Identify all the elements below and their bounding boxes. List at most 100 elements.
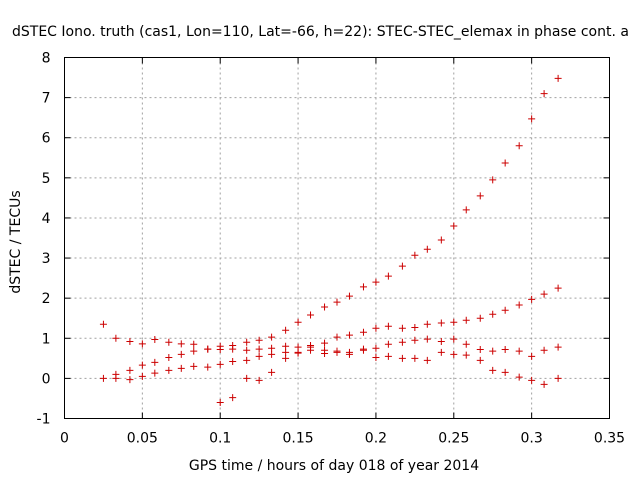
data-point	[112, 374, 120, 382]
y-tick-label: 6	[42, 131, 51, 147]
data-point	[282, 354, 290, 362]
data-point	[423, 335, 431, 343]
data-point	[554, 374, 562, 382]
data-point	[138, 372, 146, 380]
data-point	[294, 318, 302, 326]
data-point	[540, 380, 548, 388]
x-tick-label: 0.25	[438, 431, 469, 447]
data-point	[321, 346, 329, 354]
data-point	[345, 331, 353, 339]
data-point	[190, 362, 198, 370]
tick-label-layer: 0 0.05 0.1 0.15 0.2 0.25 0.3 0.35 -1 0 1 2 3 4 5 6 7 8	[37, 51, 626, 447]
data-point	[294, 349, 302, 357]
data-point	[476, 346, 484, 354]
data-point	[384, 352, 392, 360]
data-point	[307, 343, 315, 351]
data-point	[268, 368, 276, 376]
data-point	[372, 354, 380, 362]
data-point	[359, 283, 367, 291]
data-point	[151, 358, 159, 366]
data-point	[501, 159, 509, 167]
data-point	[398, 324, 406, 332]
data-point	[398, 338, 406, 346]
data-point	[450, 318, 458, 326]
data-point	[437, 319, 445, 327]
data-point	[384, 340, 392, 348]
data-point	[476, 314, 484, 322]
data-point	[437, 348, 445, 356]
x-axis-label: GPS time / hours of day 018 of year 2014	[189, 458, 479, 474]
data-point	[515, 301, 523, 309]
data-point	[229, 394, 237, 402]
data-point	[307, 311, 315, 319]
data-point	[243, 374, 251, 382]
data-point	[112, 334, 120, 342]
y-tick-label: 0	[42, 371, 51, 387]
data-point	[190, 340, 198, 348]
data-point	[126, 366, 134, 374]
data-point	[423, 245, 431, 253]
data-point	[282, 342, 290, 350]
data-point	[384, 322, 392, 330]
data-point	[411, 323, 419, 331]
data-point	[528, 295, 536, 303]
data-point	[476, 356, 484, 364]
y-tick-label: 3	[42, 251, 51, 267]
data-point	[99, 374, 107, 382]
data-point	[411, 251, 419, 259]
data-point	[229, 345, 237, 353]
data-point	[398, 262, 406, 270]
data-point	[255, 352, 263, 360]
data-point	[345, 292, 353, 300]
data-point	[138, 340, 146, 348]
data-point	[423, 356, 431, 364]
data-point	[321, 303, 329, 311]
data-point	[489, 347, 497, 355]
data-point	[450, 222, 458, 230]
data-point	[333, 347, 341, 355]
data-point	[528, 115, 536, 123]
data-point	[489, 310, 497, 318]
data-point	[462, 340, 470, 348]
data-point	[515, 347, 523, 355]
y-tick-label: 5	[42, 171, 51, 187]
data-point	[190, 347, 198, 355]
data-point	[359, 328, 367, 336]
data-point	[462, 206, 470, 214]
points-layer	[99, 74, 562, 406]
data-point	[282, 326, 290, 334]
data-point	[384, 272, 392, 280]
data-point	[501, 346, 509, 354]
data-point	[151, 335, 159, 343]
data-point	[372, 278, 380, 286]
data-point	[177, 350, 185, 358]
x-tick-label: 0.1	[209, 431, 231, 447]
data-point	[489, 176, 497, 184]
data-point	[437, 236, 445, 244]
data-point	[216, 346, 224, 354]
y-tick-label: 7	[42, 91, 51, 107]
data-point	[243, 346, 251, 354]
data-point	[450, 335, 458, 343]
data-point	[255, 336, 263, 344]
y-tick-label: 2	[42, 291, 51, 307]
data-point	[126, 376, 134, 384]
data-point	[540, 290, 548, 298]
data-point	[165, 354, 173, 362]
y-axis-label: dSTEC / TECUs	[8, 190, 24, 293]
x-tick-label: 0.2	[365, 431, 387, 447]
data-point	[268, 344, 276, 352]
data-point	[165, 366, 173, 374]
data-point	[476, 192, 484, 200]
data-point	[255, 345, 263, 353]
tick-layer	[64, 57, 610, 419]
x-tick-label: 0	[60, 431, 69, 447]
data-point	[462, 316, 470, 324]
data-point	[554, 74, 562, 82]
plot-frame	[64, 57, 610, 419]
data-point	[151, 369, 159, 377]
data-point	[333, 298, 341, 306]
data-point	[411, 336, 419, 344]
data-point	[501, 306, 509, 314]
data-point	[554, 343, 562, 351]
